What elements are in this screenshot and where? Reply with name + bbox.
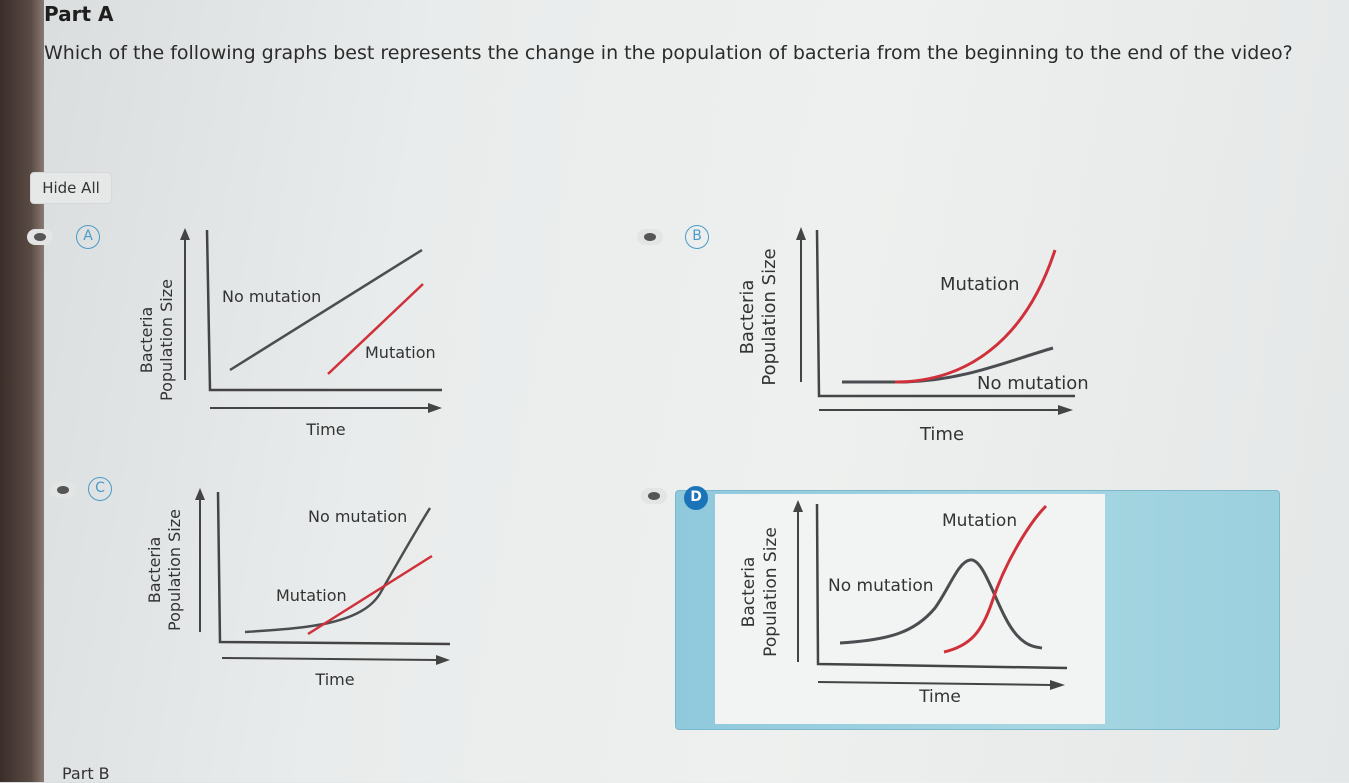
part-b-heading: Part B <box>62 764 110 783</box>
screen-edge <box>0 0 44 782</box>
question-text: Which of the following graphs best repre… <box>44 42 1293 64</box>
svg-text:Bacteria: Bacteria <box>145 537 164 604</box>
hide-all-button[interactable]: Hide All <box>30 172 112 204</box>
no-mutation-line <box>229 248 423 372</box>
option-a-graph[interactable]: Bacteria Population Size Time No mutatio… <box>130 222 450 444</box>
y-axis-label: Bacteria Population Size <box>739 527 781 657</box>
mutation-line <box>307 554 433 636</box>
x-axis-label: Time <box>918 687 961 707</box>
svg-text:Population Size: Population Size <box>165 509 184 631</box>
eye-icon[interactable] <box>641 488 667 504</box>
no-mutation-label: No mutation <box>222 287 321 306</box>
mutation-curve <box>894 249 1057 384</box>
mutation-label: Mutation <box>940 274 1020 295</box>
mutation-line <box>327 283 424 375</box>
x-axis-arrow <box>221 657 439 661</box>
mutation-label: Mutation <box>942 511 1017 531</box>
eye-icon[interactable] <box>27 229 53 245</box>
svg-text:Population Size: Population Size <box>759 248 780 385</box>
no-mutation-curve <box>839 558 1043 650</box>
svg-text:Bacteria: Bacteria <box>739 557 759 628</box>
option-a-letter[interactable]: A <box>76 225 100 249</box>
x-axis-label: Time <box>314 670 354 689</box>
axes <box>815 503 1068 670</box>
option-c-letter[interactable]: C <box>88 477 112 501</box>
option-d-graph[interactable]: Bacteria Population Size Time No mutatio… <box>730 492 1100 712</box>
no-mutation-label: No mutation <box>308 507 407 526</box>
eye-icon[interactable] <box>637 229 663 245</box>
no-mutation-curve <box>244 507 432 634</box>
axes <box>815 229 1075 398</box>
no-mutation-label: No mutation <box>977 373 1089 394</box>
axes <box>205 229 442 392</box>
option-b-letter[interactable]: B <box>685 225 709 249</box>
option-b-graph[interactable]: Bacteria Population Size Time No mutatio… <box>735 222 1105 450</box>
svg-text:Population Size: Population Size <box>157 279 176 401</box>
option-d-letter[interactable]: D <box>684 486 708 510</box>
svg-text:Bacteria: Bacteria <box>737 280 758 355</box>
part-a-heading: Part A <box>44 2 114 26</box>
mutation-label: Mutation <box>365 343 436 362</box>
svg-text:Bacteria: Bacteria <box>137 307 156 374</box>
y-axis-label: Bacteria Population Size <box>137 279 176 401</box>
no-mutation-label: No mutation <box>828 576 934 596</box>
svg-text:Population Size: Population Size <box>761 527 781 657</box>
y-axis-label: Bacteria Population Size <box>145 509 184 631</box>
y-axis-label: Bacteria Population Size <box>737 248 780 385</box>
mutation-curve <box>943 504 1048 654</box>
axes <box>216 491 451 646</box>
eye-icon[interactable] <box>50 482 76 498</box>
mutation-label: Mutation <box>276 586 347 605</box>
option-c-graph[interactable]: Bacteria Population Size Time No mutatio… <box>140 482 460 694</box>
x-axis-arrow <box>817 681 1053 686</box>
x-axis-label: Time <box>305 420 345 439</box>
x-axis-label: Time <box>919 424 964 445</box>
